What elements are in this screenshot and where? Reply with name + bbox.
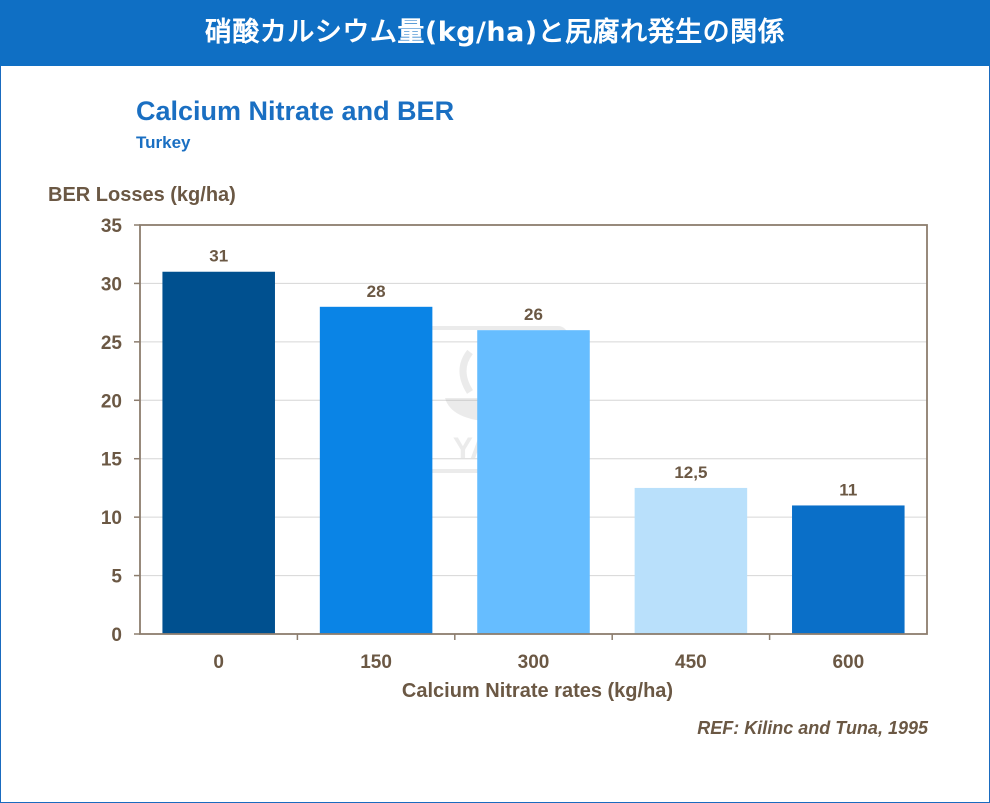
data-label: 12,5 bbox=[674, 463, 707, 482]
bar-600 bbox=[792, 505, 905, 634]
chart-subtitle: Turkey bbox=[136, 133, 191, 152]
y-tick-label: 20 bbox=[101, 391, 122, 412]
y-tick-label: 15 bbox=[101, 450, 123, 471]
bars bbox=[162, 271, 905, 634]
data-label: 28 bbox=[367, 282, 386, 301]
data-label: 26 bbox=[524, 305, 543, 324]
x-tick-label: 300 bbox=[518, 652, 550, 673]
page-header: 硝酸カルシウム量(kg/ha)と尻腐れ発生の関係 bbox=[0, 0, 990, 66]
x-tick-label: 450 bbox=[675, 652, 707, 673]
y-tick-label: 25 bbox=[101, 333, 123, 354]
bar-0 bbox=[162, 271, 275, 634]
x-tick-labels: 0 150 300 450 600 bbox=[213, 652, 864, 673]
x-tick-label: 150 bbox=[360, 652, 392, 673]
x-tick-label: 0 bbox=[213, 652, 224, 673]
y-tick-label: 5 bbox=[111, 567, 122, 588]
y-tick-label: 10 bbox=[101, 508, 122, 529]
bar-150 bbox=[319, 306, 433, 634]
data-label: 11 bbox=[839, 480, 857, 499]
x-tick-label: 600 bbox=[832, 652, 864, 673]
data-label: 31 bbox=[209, 247, 228, 266]
reference-note: REF: Kilinc and Tuna, 1995 bbox=[697, 718, 928, 738]
y-tick-label: 0 bbox=[111, 625, 122, 646]
y-tick-label: 30 bbox=[101, 274, 122, 295]
x-axis-label: Calcium Nitrate rates (kg/ha) bbox=[401, 680, 674, 702]
data-labels: 31 28 26 12,5 11 bbox=[209, 247, 857, 500]
plot-frame bbox=[139, 224, 928, 635]
y-tick-labels: 0 5 10 15 20 25 30 35 bbox=[101, 216, 123, 646]
chart-title: Calcium Nitrate and BER bbox=[136, 96, 455, 126]
bar-450 bbox=[634, 487, 748, 634]
bar-300 bbox=[477, 330, 590, 634]
y-axis-label: BER Losses (kg/ha) bbox=[48, 184, 236, 206]
y-tick-label: 35 bbox=[101, 216, 123, 237]
axes bbox=[134, 224, 928, 640]
